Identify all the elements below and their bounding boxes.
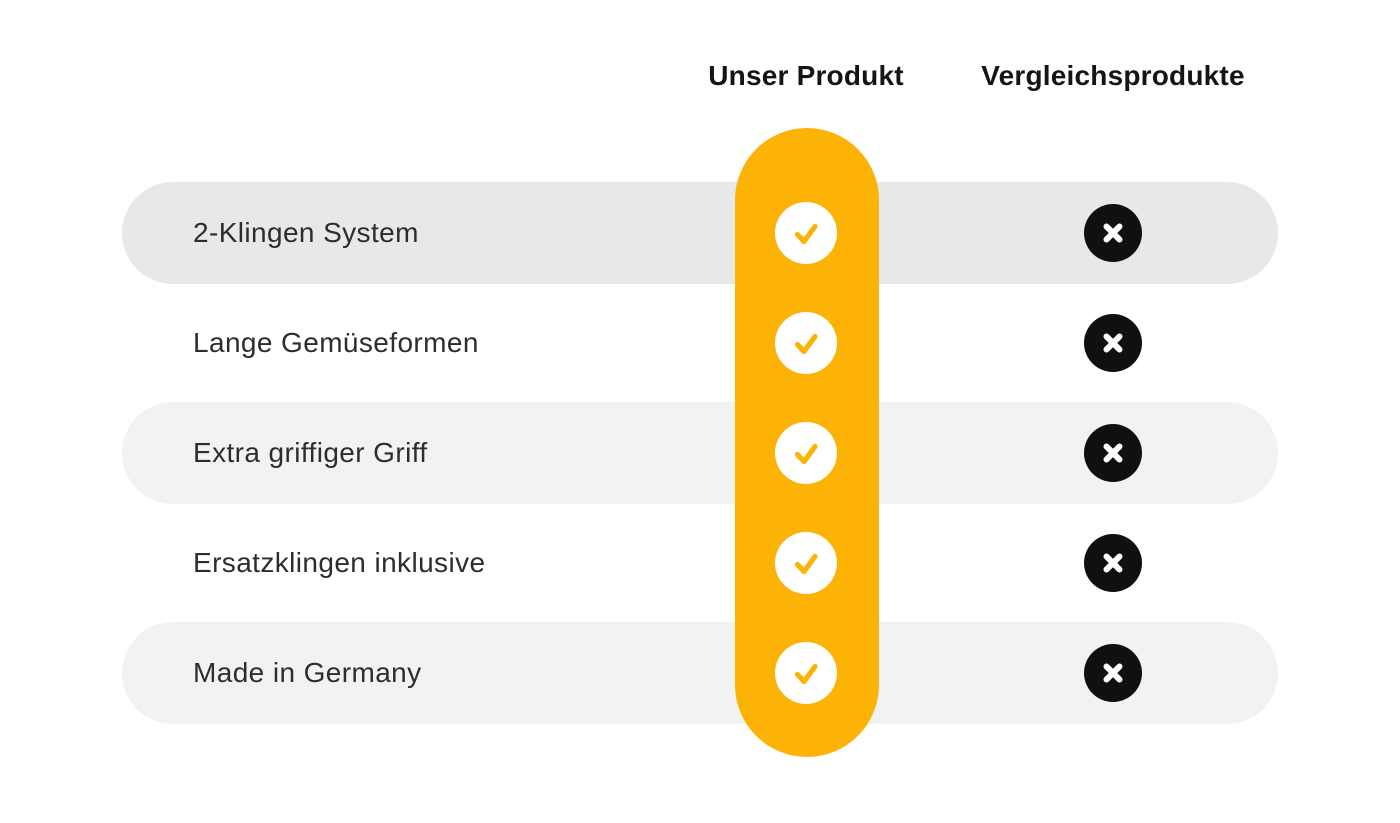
check-icon [775,532,837,594]
cross-icon [1084,204,1142,262]
feature-label: Lange Gemüseformen [193,327,479,358]
feature-label: 2-Klingen System [193,217,419,248]
cross-icon [1084,424,1142,482]
table-row: Lange Gemüseformen [122,292,1278,394]
feature-label: Made in Germany [193,657,422,688]
cross-icon [1084,534,1142,592]
check-icon [775,312,837,374]
table-row: Extra griffiger Griff [122,402,1278,504]
feature-label: Ersatzklingen inklusive [193,547,486,578]
column-header-competitors: Vergleichsprodukte [981,60,1245,91]
feature-label: Extra griffiger Griff [193,437,428,468]
table-row: 2-Klingen System [122,182,1278,284]
check-icon [775,642,837,704]
column-header-our-product: Unser Produkt [708,60,904,91]
check-icon [775,422,837,484]
table-row: Made in Germany [122,622,1278,724]
cross-icon [1084,314,1142,372]
cross-icon [1084,644,1142,702]
check-icon [775,202,837,264]
table-row: Ersatzklingen inklusive [122,512,1278,614]
